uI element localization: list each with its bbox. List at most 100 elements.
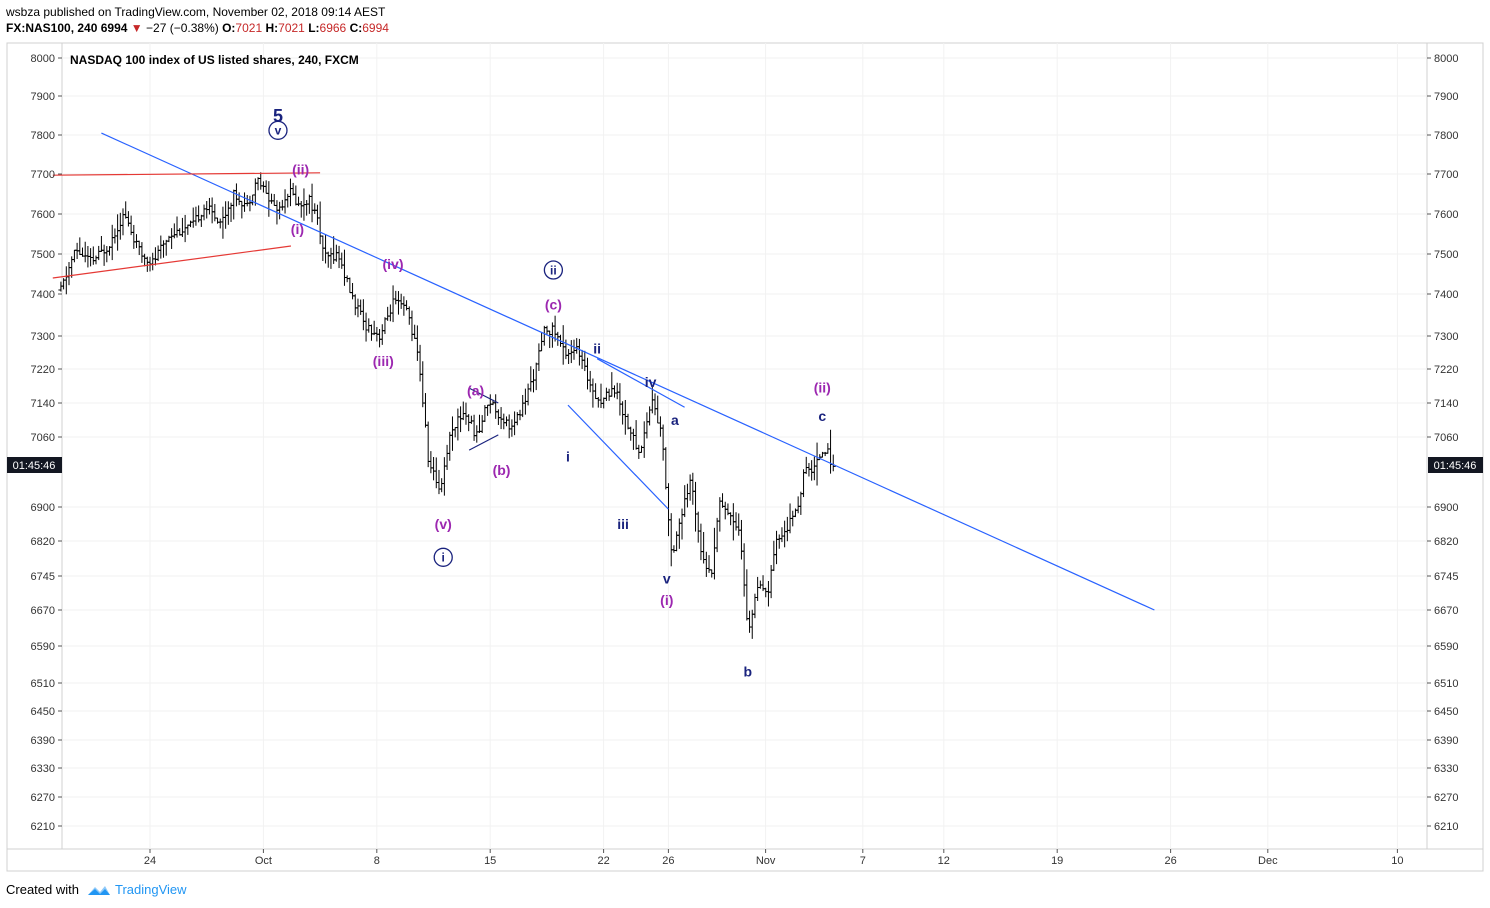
wave-label: v [663, 570, 671, 586]
price-change: −27 (−0.38%) [146, 21, 219, 35]
wave-label-circle [268, 120, 288, 140]
y-tick-label-right: 6745 [1434, 571, 1458, 583]
y-tick-label-right: 6450 [1434, 706, 1458, 718]
close-value: 6994 [362, 21, 389, 35]
open-value: 7021 [235, 21, 263, 35]
y-tick-label-right: 6210 [1434, 821, 1458, 833]
axes: 6210 6210 6270 6270 6330 6330 6390 6390 6450 6450… [31, 53, 1459, 867]
chart-frame [6, 42, 1484, 872]
x-tick-label: Dec [1258, 855, 1278, 867]
y-tick-label-left: 6450 [31, 706, 55, 718]
y-tick-label-left: 6900 [31, 502, 55, 514]
y-tick-label-right: 8000 [1434, 53, 1458, 65]
y-tick-label-right: 6900 [1434, 502, 1458, 514]
x-tick-label: Oct [255, 855, 272, 867]
y-tick-label-left: 7500 [31, 249, 55, 261]
triangle-upper-line [468, 387, 499, 404]
y-tick-label-left: 7060 [31, 432, 55, 444]
countdown-right: 01:45:46 [1428, 457, 1483, 473]
wave-label: (b) [493, 462, 511, 478]
y-tick-label-right: 6390 [1434, 735, 1458, 747]
wave-label: (i) [660, 592, 673, 608]
symbol-quote-line: FX:NAS100, 240 6994 ▼ −27 (−0.38%) O:702… [6, 20, 389, 36]
ohlc-bars [58, 172, 836, 639]
y-tick-label-left: 6590 [31, 641, 55, 653]
wave-label: 5 [273, 106, 283, 126]
tradingview-logo-icon [87, 885, 110, 895]
wave-label: c [818, 408, 826, 424]
publisher-line: wsbza published on TradingView.com, Nove… [6, 5, 386, 19]
open-label: O: [222, 21, 236, 35]
y-tick-label-left: 7300 [31, 331, 55, 343]
y-tick-label-left: 6670 [31, 605, 55, 617]
tradingview-link[interactable]: TradingView [114, 882, 187, 897]
x-tick-label: 22 [597, 855, 609, 867]
wave-label: (i) [291, 221, 304, 237]
y-tick-label-left: 7900 [31, 91, 55, 103]
wave-label: (a) [467, 382, 484, 398]
wave-label: (ii) [292, 161, 309, 177]
wave-label: (iv) [383, 256, 404, 272]
symbol-interval: FX:NAS100, 240 [6, 21, 98, 35]
chart-header: wsbza published on TradingView.com, Nove… [6, 4, 389, 36]
resistance-line-top [52, 172, 321, 176]
wave-label: i [566, 449, 570, 465]
y-tick-label-left: 8000 [31, 53, 55, 65]
wedge-upper-line [596, 358, 685, 408]
low-value: 6966 [319, 21, 347, 35]
x-tick-label: 24 [144, 855, 156, 867]
chart-title: NASDAQ 100 index of US listed shares, 24… [70, 53, 359, 67]
wave-label: v [275, 124, 282, 138]
down-arrow-icon: ▼ [130, 21, 143, 35]
y-tick-label-left: 6390 [31, 735, 55, 747]
high-value: 7021 [278, 21, 305, 35]
y-tick-label-left: 6510 [31, 678, 55, 690]
x-tick-label: Nov [756, 855, 776, 867]
x-tick-label: 19 [1051, 855, 1063, 867]
y-tick-label-left: 6745 [31, 571, 55, 583]
y-tick-label-right: 7060 [1434, 432, 1458, 444]
wave-label: ii [593, 340, 601, 356]
last-price: 6994 [100, 21, 128, 35]
y-tick-label-left: 6270 [31, 792, 55, 804]
y-tick-label-left: 7600 [31, 209, 55, 221]
wave-label: a [671, 412, 679, 428]
footer: Created with TradingView [6, 882, 187, 897]
x-tick-label: 12 [938, 855, 950, 867]
close-label: C: [349, 21, 363, 35]
y-tick-label-right: 6330 [1434, 763, 1458, 775]
y-tick-label-right: 7220 [1434, 364, 1458, 376]
y-tick-label-right: 7800 [1434, 130, 1458, 142]
y-tick-label-left: 6210 [31, 821, 55, 833]
low-label: L: [308, 21, 320, 35]
y-tick-label-right: 7900 [1434, 91, 1458, 103]
wedge-lower-line [567, 404, 669, 510]
y-tick-label-left: 6330 [31, 763, 55, 775]
y-tick-label-right: 6670 [1434, 605, 1458, 617]
x-tick-label: 15 [484, 855, 496, 867]
wave-label: iv [645, 374, 657, 390]
y-tick-label-right: 7700 [1434, 169, 1458, 181]
grid [62, 43, 1427, 849]
y-tick-label-right: 7140 [1434, 398, 1458, 410]
countdown-left: 01:45:46 [7, 457, 62, 473]
wave-label: iii [617, 516, 629, 532]
wave-label: ii [550, 263, 557, 277]
wave-label: i [442, 551, 445, 565]
x-tick-label: 7 [860, 855, 866, 867]
y-tick-label-right: 6590 [1434, 641, 1458, 653]
y-tick-label-right: 7300 [1434, 331, 1458, 343]
wave-label-circle [543, 260, 564, 280]
drawings [52, 132, 1155, 611]
wave-labels: 5v(ii)(i)(iv)(iii)(a)(b)(v)iii(c)iiiviii… [268, 106, 831, 679]
y-tick-label-right: 7400 [1434, 289, 1458, 301]
y-tick-label-left: 7700 [31, 169, 55, 181]
countdown-right-label: 01:45:46 [1434, 460, 1477, 472]
x-tick-label: 10 [1391, 855, 1403, 867]
wave-label-circle [433, 547, 453, 567]
wave-label: (v) [435, 516, 452, 532]
x-tick-label: 26 [662, 855, 674, 867]
wave-label: (c) [545, 297, 562, 313]
resistance-line-low [52, 245, 292, 279]
